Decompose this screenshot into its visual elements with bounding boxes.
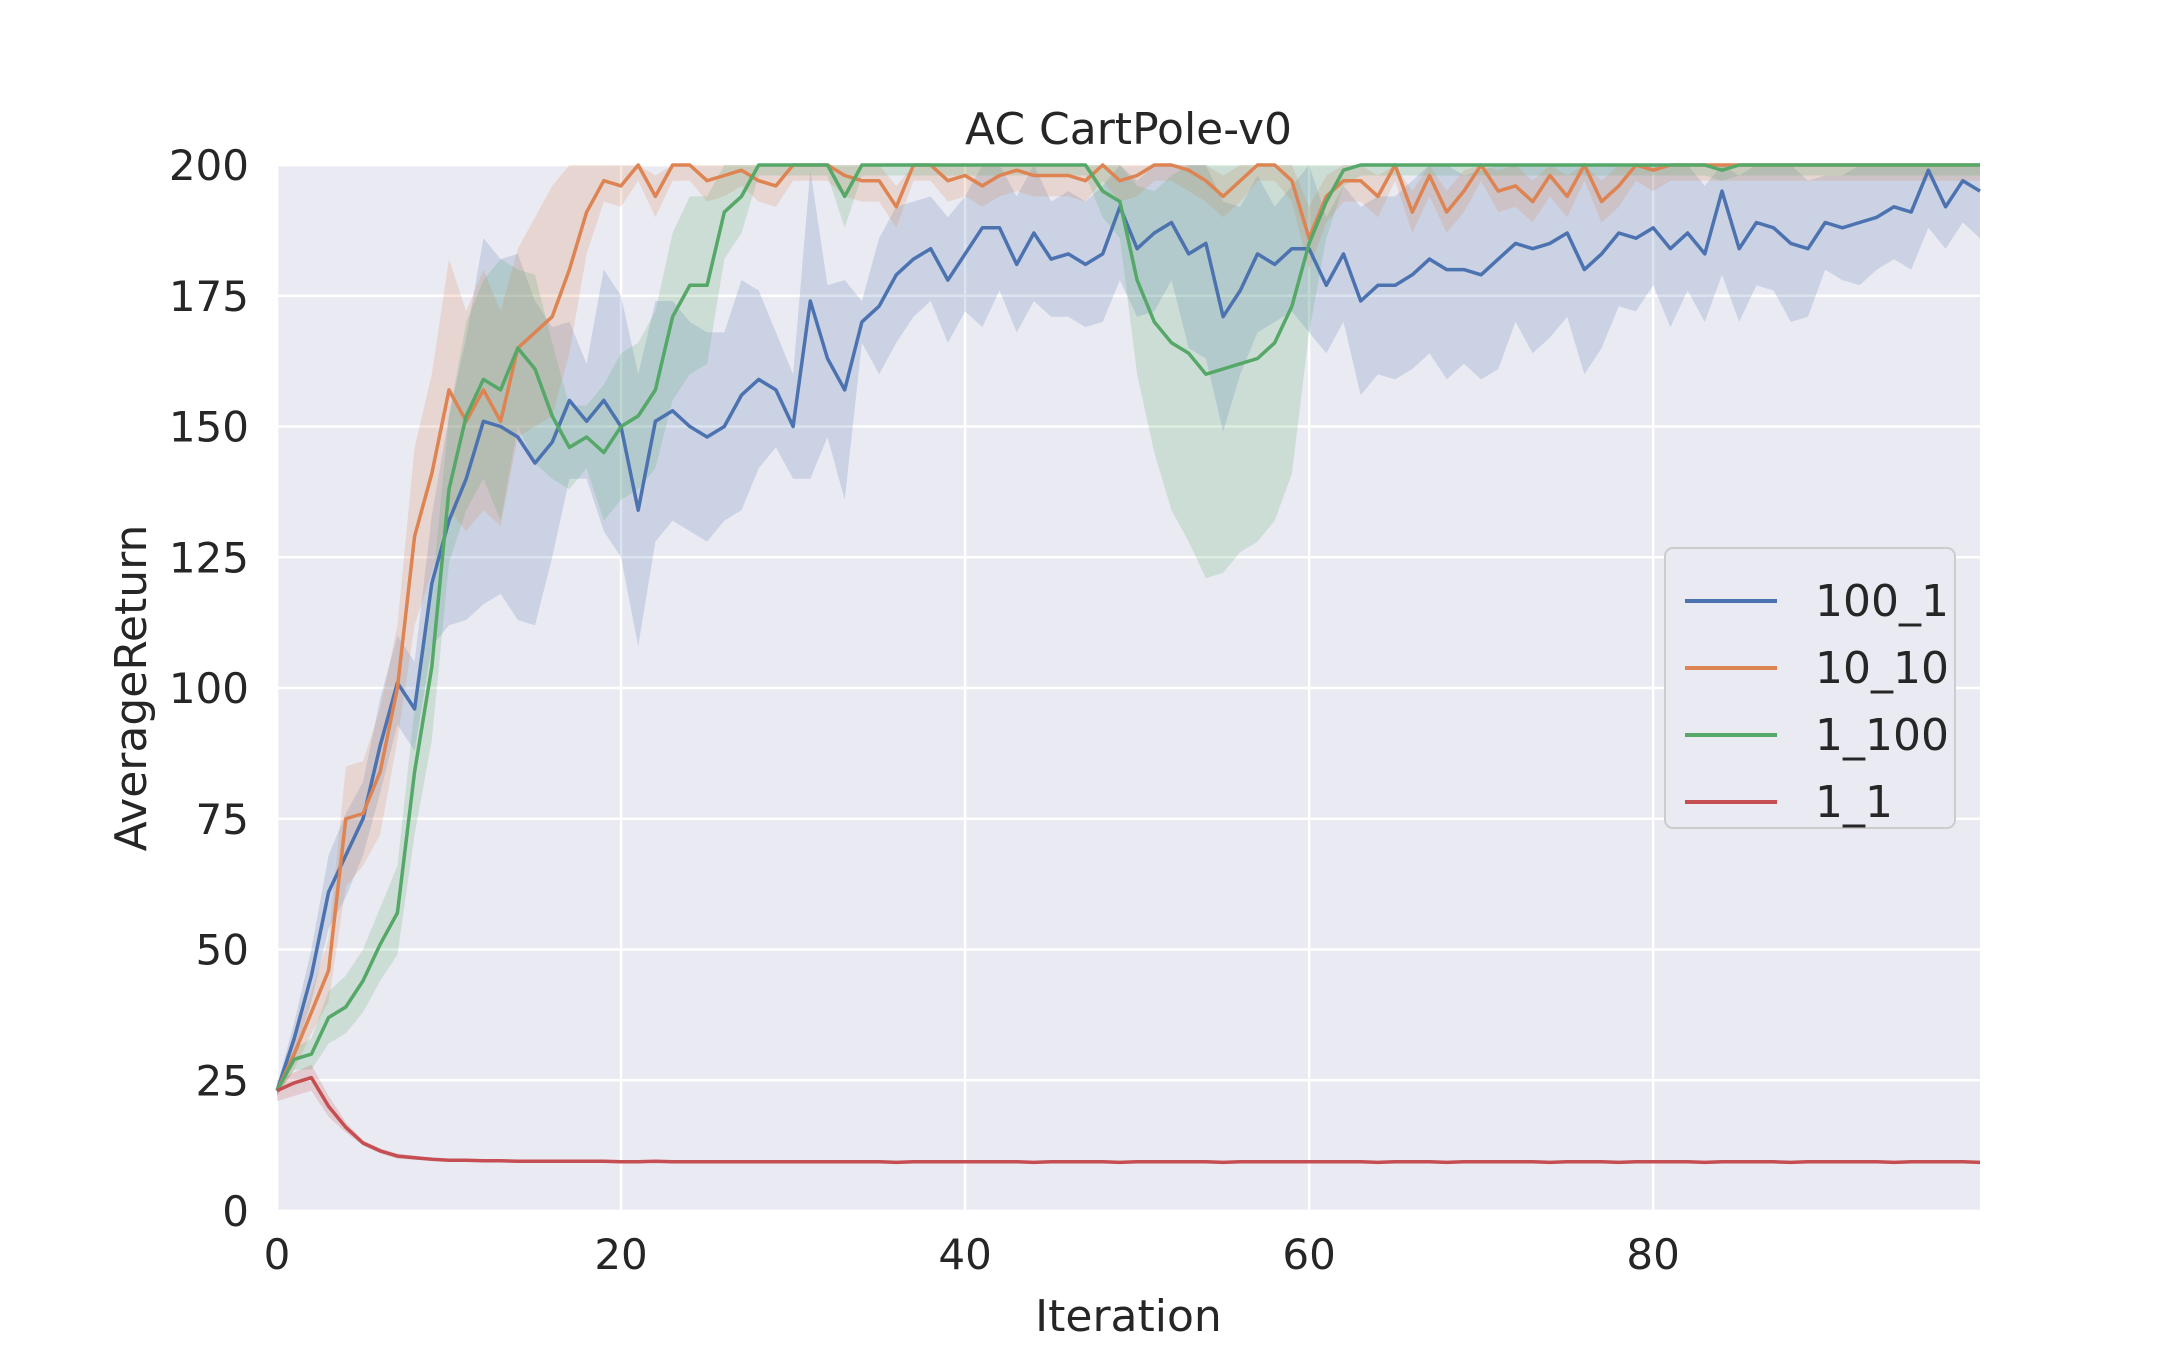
y-tick-label: 100 <box>169 664 249 713</box>
legend-label-100_1: 100_1 <box>1815 576 1949 627</box>
legend-box <box>1664 547 1956 829</box>
legend-label-1_1: 1_1 <box>1815 777 1893 828</box>
y-tick-label: 0 <box>222 1187 249 1236</box>
y-tick-label: 125 <box>169 533 249 582</box>
tick-labels: 0 25 50 75 100 125 150 175 200 0 20 40 60 80 <box>169 141 1680 1279</box>
legend: 100_1 10_10 1_100 1_1 <box>1664 547 1956 829</box>
series-line-1_100 <box>275 163 1980 1092</box>
series-lines <box>275 163 1981 1165</box>
confidence-bands <box>277 165 1980 1164</box>
y-tick-label: 150 <box>169 403 249 452</box>
x-axis-label: Iteration <box>1035 1291 1222 1342</box>
x-tick-label: 40 <box>938 1230 991 1279</box>
y-tick-label: 200 <box>169 141 249 190</box>
y-axis-label: AverageReturn <box>106 525 157 852</box>
legend-label-1_100: 1_100 <box>1815 710 1949 761</box>
confidence-band-100_1 <box>277 165 1980 1096</box>
x-tick-label: 60 <box>1282 1230 1335 1279</box>
x-tick-label: 0 <box>264 1230 291 1279</box>
series-line-100_1 <box>275 168 1981 1092</box>
series-line-1_1 <box>276 1075 1981 1165</box>
legend-label-10_10: 10_10 <box>1815 643 1949 694</box>
y-tick-label: 50 <box>196 926 249 975</box>
x-tick-label: 80 <box>1626 1230 1679 1279</box>
y-tick-label: 175 <box>169 272 249 321</box>
x-tick-label: 20 <box>594 1230 647 1279</box>
chart-title: AC CartPole-v0 <box>965 104 1292 155</box>
y-tick-label: 25 <box>196 1056 249 1105</box>
y-tick-label: 75 <box>196 795 249 844</box>
